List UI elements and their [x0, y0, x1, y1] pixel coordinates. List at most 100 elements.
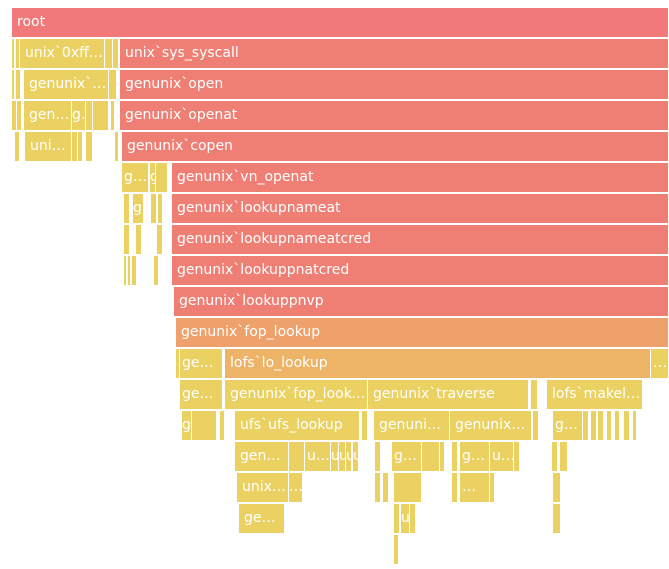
frame-thin-8-c[interactable]	[132, 256, 137, 286]
frame-genunix-traverse[interactable]: genunix`traverse	[368, 380, 529, 410]
frame-root[interactable]: root	[12, 8, 669, 38]
frame-genunix-trav-a[interactable]: genunix…	[374, 411, 450, 441]
frame-genunix-fop-lookup-2[interactable]: genunix`fop_lookup	[225, 380, 368, 410]
frame-thin-16-a[interactable]	[394, 504, 400, 534]
frame-thin-11-a[interactable]	[176, 349, 180, 379]
frame-thin-13-g[interactable]	[607, 411, 612, 441]
frame-thin-7-c[interactable]	[157, 225, 163, 255]
frame-dots-15[interactable]: …	[289, 473, 303, 503]
frame-thin-14-d[interactable]	[514, 442, 520, 472]
frame-thin-4-b[interactable]	[72, 132, 78, 162]
frame-thin-1-a[interactable]	[12, 39, 15, 69]
frame-u-14-e[interactable]: u	[353, 442, 359, 472]
frame-thin-8-d[interactable]	[154, 256, 159, 286]
frame-thin-13-b[interactable]	[362, 411, 368, 441]
frame-genunix-fork-frame[interactable]: genunix`…	[24, 70, 109, 100]
frame-ge-lookup-b[interactable]: ge…	[180, 380, 223, 410]
frame-thin-12-a[interactable]	[531, 380, 538, 410]
frame-thin-13-c[interactable]	[533, 411, 539, 441]
frame-thin-6-c[interactable]	[158, 194, 163, 224]
frame-unix-0xffff[interactable]: unix`0xffff…	[20, 39, 105, 69]
frame-g-vn-a[interactable]: g	[133, 194, 144, 224]
frame-genunix-lookupnameat[interactable]: genunix`lookupnameat	[172, 194, 669, 224]
frame-thin-16-c[interactable]	[553, 504, 561, 534]
frame-thin-13-a[interactable]	[220, 411, 225, 441]
frame-thin-7-a[interactable]	[124, 225, 130, 255]
frame-thin-15-a[interactable]	[375, 473, 381, 503]
frame-thin-14-b[interactable]	[440, 442, 445, 472]
frame-u-16[interactable]: u	[401, 504, 410, 534]
frame-genunix-fop-lookup[interactable]: genunix`fop_lookup	[176, 318, 669, 348]
frame-thin-13-h[interactable]	[615, 411, 620, 441]
frame-thin-13-f[interactable]	[598, 411, 604, 441]
frame-thin-15-d[interactable]	[490, 473, 495, 503]
frame-blank-3-d[interactable]	[93, 101, 109, 131]
frame-thin-15-b[interactable]	[383, 473, 389, 503]
frame-thin-1-d[interactable]	[113, 39, 119, 69]
frame-u-14-d[interactable]: u	[346, 442, 352, 472]
frame-u-14-c[interactable]: u	[339, 442, 346, 472]
frame-thin-3-a[interactable]	[12, 101, 17, 131]
frame-thin-4-a[interactable]	[15, 132, 20, 162]
frame-lofs-makelonode[interactable]: lofs`makel…	[547, 380, 643, 410]
frame-thin-14-f[interactable]	[560, 442, 568, 472]
frame-thin-3-c[interactable]	[86, 101, 93, 131]
frame-thin-14-a[interactable]	[375, 442, 381, 472]
frame-thin-13-j[interactable]	[633, 411, 637, 441]
frame-g-copen-b[interactable]: g	[150, 163, 156, 193]
frame-g-14-a[interactable]: g…	[392, 442, 422, 472]
frame-genunix-trav-b[interactable]: genunix`…	[450, 411, 532, 441]
frame-thin-4-c[interactable]	[78, 132, 83, 162]
frame-g-13-a[interactable]: g…	[553, 411, 583, 441]
frame-thin-8-b[interactable]	[128, 256, 131, 286]
frame-genunix-copen[interactable]: genunix`copen	[122, 132, 669, 162]
frame-thin-5-a[interactable]	[156, 163, 168, 193]
frame-u-14-f[interactable]: u…	[490, 442, 514, 472]
frame-thin-13-e[interactable]	[591, 411, 597, 441]
frame-uni-call[interactable]: uni…	[25, 132, 72, 162]
frame-u-14-a[interactable]: u…	[305, 442, 331, 472]
frame-g-copen-a[interactable]: g…	[122, 163, 149, 193]
frame-thin-16-b[interactable]	[410, 504, 416, 534]
frame-thin-4-e[interactable]	[115, 132, 119, 162]
frame-blank-14-b[interactable]	[422, 442, 440, 472]
frame-genunix-open[interactable]: genunix`open	[120, 70, 669, 100]
frame-thin-4-d[interactable]	[86, 132, 93, 162]
frame-dots-15-b[interactable]: …	[460, 473, 490, 503]
frame-thin-15-c[interactable]	[452, 473, 458, 503]
frame-genunix-openat[interactable]: genunix`openat	[120, 101, 669, 131]
frame-g-call-b[interactable]: g…	[72, 101, 86, 131]
frame-lofs-lo-lookup[interactable]: lofs`lo_lookup	[225, 349, 651, 379]
frame-thin-8-a[interactable]	[124, 256, 127, 286]
frame-genunix-lookupnameatcred[interactable]: genunix`lookupnameatcred	[172, 225, 669, 255]
frame-blank-14-a[interactable]	[289, 442, 305, 472]
frame-unix-14[interactable]: unix…	[237, 473, 289, 503]
frame-thin-6-a[interactable]	[124, 194, 130, 224]
frame-thin-1-c[interactable]	[105, 39, 113, 69]
frame-thin-3-e[interactable]	[111, 101, 115, 131]
frame-g-12[interactable]: g	[182, 411, 192, 441]
frame-gen-call-a[interactable]: gen…	[24, 101, 72, 131]
frame-thin-14-c[interactable]	[452, 442, 458, 472]
frame-thin-15-e[interactable]	[553, 473, 561, 503]
frame-thin-13-i[interactable]	[624, 411, 630, 441]
frame-thin-2-c[interactable]	[109, 70, 117, 100]
frame-thin-17-a[interactable]	[394, 535, 399, 565]
frame-blank-13-a[interactable]	[192, 411, 217, 441]
frame-genunix-lookuppnatcred[interactable]: genunix`lookuppnatcred	[172, 256, 669, 286]
frame-thin-2-b[interactable]	[16, 70, 21, 100]
frame-ufs-ufs-lookup[interactable]: ufs`ufs_lookup	[235, 411, 360, 441]
frame-gen-16[interactable]: gen…	[239, 504, 285, 534]
frame-unix-sys-syscall[interactable]: unix`sys_syscall	[120, 39, 669, 69]
frame-blank-15-a[interactable]	[394, 473, 422, 503]
frame-thin-6-b[interactable]	[151, 194, 157, 224]
frame-ge-lookup-a[interactable]: ge…	[180, 349, 223, 379]
frame-genunix-lookuppnvp[interactable]: genunix`lookuppnvp	[174, 287, 669, 317]
frame-thin-13-d[interactable]	[583, 411, 589, 441]
frame-g-14-b[interactable]: g…	[460, 442, 490, 472]
frame-thin-1-b[interactable]	[16, 39, 20, 69]
frame-genunix-vn-openat[interactable]: genunix`vn_openat	[172, 163, 669, 193]
frame-thin-7-b[interactable]	[136, 225, 142, 255]
frame-gen-ufs-a[interactable]: gen…	[235, 442, 289, 472]
frame-thin-3-b[interactable]	[17, 101, 22, 131]
